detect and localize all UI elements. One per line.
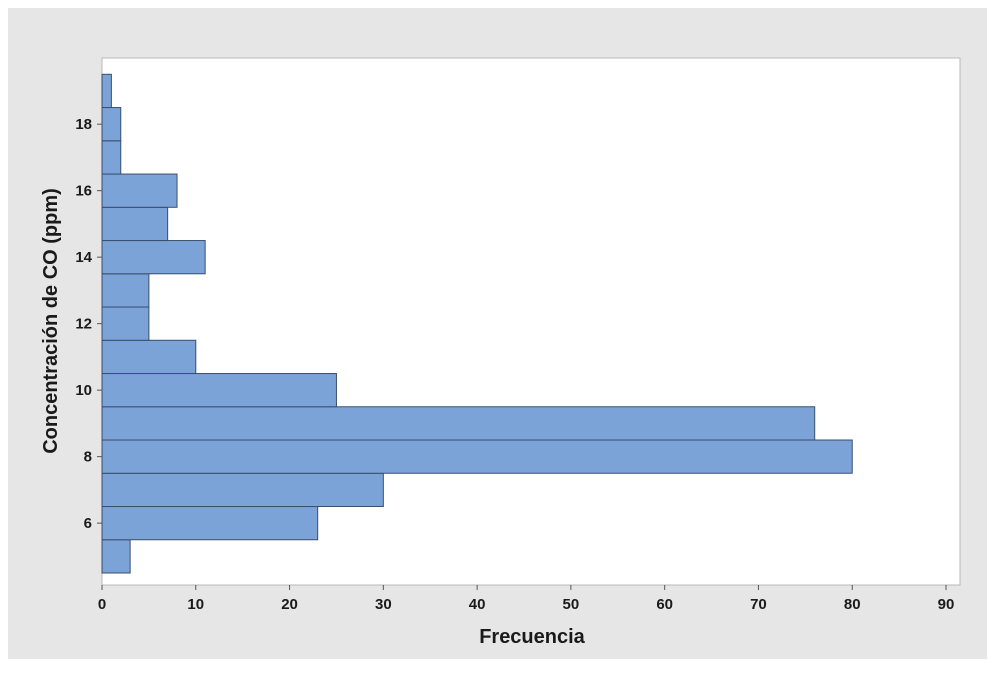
bar-ppm-12 — [101, 306, 150, 341]
x-tick-label: 60 — [656, 596, 673, 613]
bar-ppm-14 — [101, 240, 206, 275]
x-tick-label: 40 — [469, 596, 486, 613]
bar-ppm-7 — [101, 472, 384, 508]
bar-ppm-5 — [101, 539, 131, 574]
bar-ppm-8 — [101, 439, 853, 474]
bar-ppm-15 — [101, 206, 169, 242]
y-tick-label: 10 — [75, 382, 92, 399]
bar-ppm-18 — [101, 107, 122, 142]
x-tick-label: 10 — [187, 596, 204, 613]
bar-ppm-19 — [101, 73, 112, 109]
y-tick-label: 12 — [75, 316, 92, 333]
bar-ppm-17 — [101, 140, 122, 175]
bar-ppm-6 — [101, 506, 319, 541]
x-tick-label: 20 — [281, 596, 298, 613]
x-tick-label: 80 — [844, 596, 861, 613]
x-axis-title: Frecuencia — [479, 626, 585, 648]
bar-ppm-11 — [101, 339, 197, 375]
y-tick-label: 18 — [75, 116, 92, 133]
x-tick-label: 0 — [98, 596, 106, 613]
x-tick-label: 90 — [938, 596, 955, 613]
chart-svg: 0 10 20 30 40 50 60 70 80 90 6 8 10 12 14 16 18 Frecuen… — [40, 57, 961, 648]
bar-ppm-13 — [101, 273, 150, 308]
bar-ppm-16 — [101, 173, 178, 208]
y-tick-label: 16 — [75, 183, 92, 200]
x-axis: 0 10 20 30 40 50 60 70 80 90 — [98, 585, 955, 613]
x-tick-label: 30 — [375, 596, 392, 613]
bars-group — [101, 73, 853, 574]
chart-frame: 0 10 20 30 40 50 60 70 80 90 6 8 10 12 14 16 18 Frecuen… — [8, 8, 987, 659]
y-axis: 6 8 10 12 14 16 18 — [75, 116, 102, 532]
y-tick-label: 14 — [75, 249, 92, 266]
x-tick-label: 50 — [563, 596, 580, 613]
y-tick-label: 6 — [84, 515, 92, 532]
y-axis-title: Concentración de CO (ppm) — [40, 188, 62, 454]
bar-ppm-9 — [101, 406, 816, 441]
x-tick-label: 70 — [750, 596, 767, 613]
y-tick-label: 8 — [84, 449, 92, 466]
bar-ppm-10 — [101, 373, 337, 408]
